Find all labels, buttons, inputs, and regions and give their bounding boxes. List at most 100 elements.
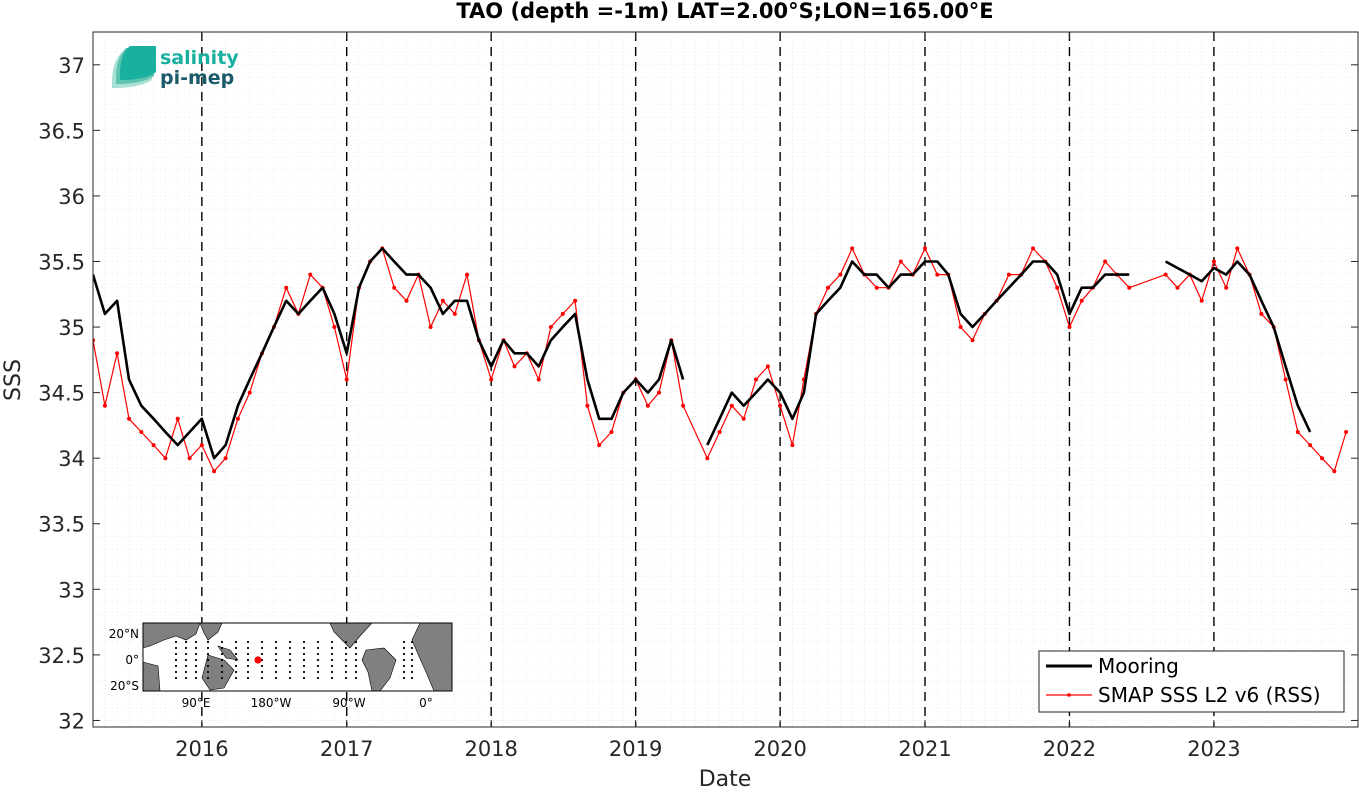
inset-station-dot bbox=[220, 658, 224, 662]
smap-data-point bbox=[754, 377, 758, 382]
y-tick-label: 36.5 bbox=[38, 119, 85, 143]
smap-data-point bbox=[344, 377, 349, 382]
inset-station-dot bbox=[354, 658, 358, 662]
y-axis-label: SSS bbox=[1, 359, 26, 401]
smap-data-point bbox=[1308, 443, 1313, 448]
smap-data-point bbox=[1283, 377, 1288, 382]
x-tick-label: 2021 bbox=[898, 737, 951, 761]
smap-data-point bbox=[1295, 430, 1300, 434]
inset-station-dot bbox=[220, 652, 224, 656]
smap-data-point bbox=[1175, 285, 1180, 290]
inset-station-dot bbox=[410, 676, 414, 680]
inset-station-dot bbox=[410, 658, 414, 662]
inset-station-dot bbox=[302, 676, 306, 680]
inset-station-dot bbox=[194, 652, 198, 656]
inset-station-dot bbox=[246, 664, 250, 668]
inset-map: 20°N 0° 20°S 90°E 180°W 90°W 0° bbox=[109, 622, 453, 710]
smap-data-point bbox=[452, 311, 457, 316]
y-tick-label: 33 bbox=[58, 578, 85, 602]
inset-station-dot bbox=[354, 676, 358, 680]
smap-data-point bbox=[1320, 456, 1324, 461]
legend-marker-smap bbox=[1067, 693, 1071, 697]
inset-station-dot bbox=[316, 640, 320, 644]
smap-data-point bbox=[923, 246, 927, 251]
inset-station-dot bbox=[206, 652, 210, 656]
inset-station-dot bbox=[260, 670, 264, 674]
inset-station-dot bbox=[194, 640, 198, 644]
inset-station-dot bbox=[316, 670, 320, 674]
inset-station-dot bbox=[206, 646, 210, 650]
y-axis-ticks: 32 32.5 33 33.5 34 34.5 35 35.5 36 36.5 37 bbox=[38, 54, 1358, 733]
inset-station-dot bbox=[206, 670, 210, 674]
smap-data-point bbox=[609, 430, 614, 434]
inset-station-dot bbox=[354, 640, 358, 644]
inset-station-dot bbox=[220, 640, 224, 644]
smap-data-point bbox=[392, 285, 397, 290]
inset-station-dot bbox=[234, 652, 238, 656]
smap-data-point bbox=[308, 272, 313, 277]
mooring-series-line bbox=[93, 247, 685, 460]
inset-station-dot bbox=[234, 658, 238, 662]
inset-station-dot bbox=[234, 670, 238, 674]
inset-station-dot bbox=[174, 658, 178, 662]
y-tick-label: 34.5 bbox=[38, 382, 85, 406]
inset-station-dot bbox=[234, 676, 238, 680]
x-tick-label: 2018 bbox=[464, 737, 517, 761]
inset-station-dot bbox=[410, 640, 414, 644]
inset-station-dot bbox=[354, 664, 358, 668]
inset-station-dot bbox=[220, 646, 224, 650]
inset-station-dot bbox=[316, 646, 320, 650]
inset-station-dot bbox=[330, 676, 334, 680]
smap-data-point bbox=[404, 298, 409, 303]
smap-data-point bbox=[102, 403, 107, 408]
smap-data-point bbox=[163, 456, 168, 461]
smap-data-point bbox=[139, 430, 144, 434]
inset-station-dot bbox=[288, 670, 292, 674]
inset-station-dot bbox=[194, 658, 198, 662]
inset-station-dot bbox=[402, 664, 406, 668]
inset-station-dot bbox=[234, 664, 238, 668]
inset-station-dot bbox=[410, 664, 414, 668]
inset-station-dot bbox=[288, 640, 292, 644]
smap-data-point bbox=[741, 416, 746, 421]
inset-station-dot bbox=[194, 676, 198, 680]
inset-station-dot bbox=[260, 640, 264, 644]
smap-data-point bbox=[717, 430, 722, 434]
inset-station-dot bbox=[174, 640, 178, 644]
inset-map-land bbox=[142, 622, 453, 692]
logo-wave-icon bbox=[112, 46, 156, 88]
inset-station-dot bbox=[274, 664, 278, 668]
legend-label-smap: SMAP SSS L2 v6 (RSS) bbox=[1098, 683, 1321, 707]
inset-station-dot bbox=[234, 640, 238, 644]
inset-station-dot bbox=[330, 652, 334, 656]
inset-station-dot bbox=[260, 664, 264, 668]
inset-station-dot bbox=[288, 664, 292, 668]
y-tick-label: 36 bbox=[58, 185, 85, 209]
smap-data-point bbox=[1235, 246, 1240, 251]
smap-data-point bbox=[826, 285, 830, 290]
inset-station-dot bbox=[174, 676, 178, 680]
inset-station-dot bbox=[220, 664, 224, 668]
inset-station-dot bbox=[234, 646, 238, 650]
inset-station-dot bbox=[174, 646, 178, 650]
inset-station-dot bbox=[402, 670, 406, 674]
inset-station-dot bbox=[246, 676, 250, 680]
smap-data-point bbox=[790, 443, 795, 448]
inset-station-dot bbox=[410, 670, 414, 674]
inset-station-dot bbox=[402, 640, 406, 644]
inset-station-dot bbox=[246, 640, 250, 644]
y-tick-label: 35.5 bbox=[38, 250, 85, 274]
logo-text-pimep: pi-mep bbox=[160, 67, 234, 89]
smap-data-point bbox=[151, 443, 156, 448]
inset-map-stations bbox=[174, 640, 414, 680]
inset-station-dot bbox=[288, 658, 292, 662]
smap-data-point bbox=[838, 272, 843, 277]
inset-lon-label-0: 0° bbox=[419, 696, 433, 710]
inset-station-dot bbox=[274, 640, 278, 644]
inset-station-dot bbox=[220, 676, 224, 680]
x-axis-ticks: 2016 2017 2018 2019 2020 2021 2022 2023 bbox=[175, 32, 1241, 761]
smap-data-point bbox=[1127, 285, 1132, 290]
inset-station-dot bbox=[302, 652, 306, 656]
inset-lon-label-180w: 180°W bbox=[251, 696, 292, 710]
x-tick-label: 2020 bbox=[753, 737, 806, 761]
